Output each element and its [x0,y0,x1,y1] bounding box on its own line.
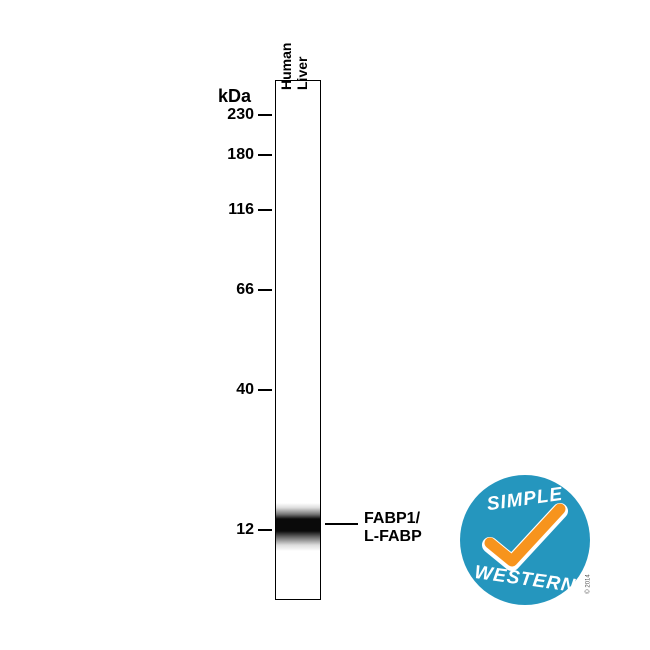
mw-value: 40 [218,381,254,399]
badge-copyright: © 2014 [585,574,591,593]
mw-mark-116: 116 [218,201,272,219]
mw-value: 230 [218,106,254,124]
mw-value: 116 [218,201,254,219]
unit-label: kDa [218,86,251,107]
mw-tick [258,389,272,391]
band-fade-bottom [276,531,320,551]
band-label-line1: FABP1/ [364,510,422,528]
mw-mark-230: 230 [218,106,272,124]
mw-tick [258,209,272,211]
badge-circle: SIMPLE WESTERN [460,475,590,605]
mw-tick [258,529,272,531]
mw-value: 180 [218,146,254,164]
lane-title-line2: Liver [294,57,310,90]
band-core [276,519,320,531]
band-fade-top [276,503,320,519]
mw-mark-40: 40 [218,381,272,399]
lane-title-line1: Human [278,43,294,90]
mw-mark-12: 12 [218,521,272,539]
mw-value: 12 [218,521,254,539]
mw-tick [258,114,272,116]
mw-tick [258,289,272,291]
band-label-line2: L-FABP [364,528,422,546]
mw-mark-66: 66 [218,281,272,299]
mw-tick [258,154,272,156]
mw-mark-180: 180 [218,146,272,164]
band-label: FABP1/ L-FABP [364,510,422,546]
mw-value: 66 [218,281,254,299]
band-label-tick [325,523,358,525]
simple-western-badge: SIMPLE WESTERN © 2014 [460,475,590,605]
